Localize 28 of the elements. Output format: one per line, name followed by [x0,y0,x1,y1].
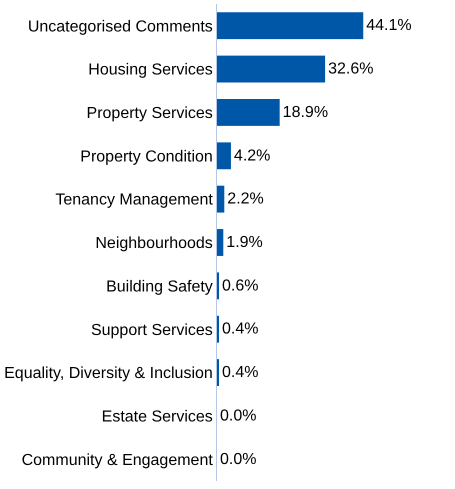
y-tick-label: Equality, Diversity & Inclusion [4,365,213,382]
y-tick-label: Neighbourhoods [95,235,213,252]
y-tick-label: Uncategorised Comments [28,18,213,36]
data-label: 0.4% [222,364,258,382]
y-tick-label: Community & Engagement [22,452,214,469]
data-label: 18.9% [282,104,328,121]
y-tick-label: Estate Services [102,408,213,426]
y-tick-label: Building Safety [106,278,213,296]
bar [217,98,280,126]
data-label: 0.4% [222,320,258,338]
data-label: 0.0% [220,407,256,424]
bar [217,186,224,213]
data-label: 1.9% [226,234,263,251]
bar [217,142,231,170]
data-label: 4.2% [234,147,270,164]
data-label: 44.1% [366,17,412,34]
y-tick-label: Support Services [90,322,213,339]
data-label: 2.2% [227,190,264,208]
bar [217,12,364,40]
bar [217,56,326,82]
data-label: 32.6% [328,60,374,78]
y-tick-label: Property Services [86,105,213,122]
y-tick-label: Housing Services [88,62,213,79]
y-tick-label: Property Condition [80,148,213,166]
data-label: 0.6% [222,277,258,294]
bar [217,229,224,256]
data-label: 0.0% [220,450,256,468]
y-tick-label: Tenancy Management [55,192,214,209]
